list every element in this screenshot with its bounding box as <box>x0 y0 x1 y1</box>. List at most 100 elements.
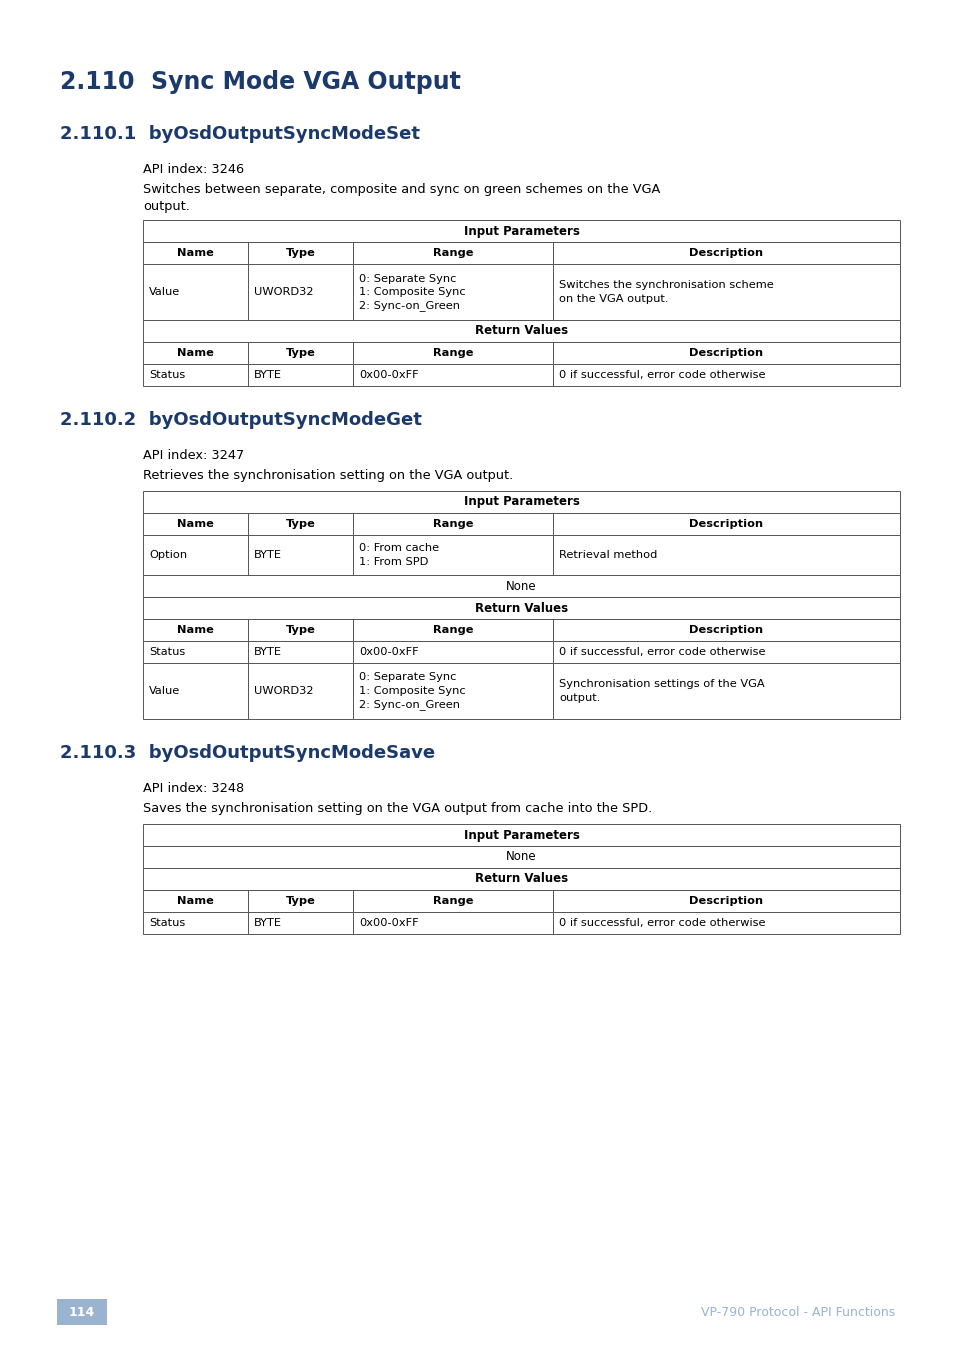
Bar <box>353 343 553 364</box>
Bar <box>553 619 899 640</box>
Text: 0 if successful, error code otherwise: 0 if successful, error code otherwise <box>558 647 764 657</box>
Text: Range: Range <box>433 896 473 906</box>
Text: on the VGA output.: on the VGA output. <box>558 294 668 303</box>
Bar <box>143 846 899 868</box>
Text: Description: Description <box>689 348 762 357</box>
Text: 1: Composite Sync: 1: Composite Sync <box>358 287 465 297</box>
Text: Value: Value <box>149 287 180 297</box>
Text: output.: output. <box>143 200 190 213</box>
Bar <box>553 343 899 364</box>
Bar <box>143 868 899 890</box>
Text: Retrieves the synchronisation setting on the VGA output.: Retrieves the synchronisation setting on… <box>143 468 513 482</box>
Bar <box>553 640 899 663</box>
Bar <box>57 1298 107 1326</box>
Text: Saves the synchronisation setting on the VGA output from cache into the SPD.: Saves the synchronisation setting on the… <box>143 802 652 815</box>
Bar <box>553 663 899 719</box>
Text: Type: Type <box>285 626 315 635</box>
Text: Retrieval method: Retrieval method <box>558 550 657 561</box>
Bar <box>143 640 248 663</box>
Text: Type: Type <box>285 248 315 259</box>
Text: Return Values: Return Values <box>475 601 567 615</box>
Bar <box>353 619 553 640</box>
Text: Range: Range <box>433 519 473 529</box>
Text: BYTE: BYTE <box>253 370 282 380</box>
Bar <box>553 913 899 934</box>
Text: Range: Range <box>433 626 473 635</box>
Text: 1: From SPD: 1: From SPD <box>358 556 428 567</box>
Text: 2.110.3  byOsdOutputSyncModeSave: 2.110.3 byOsdOutputSyncModeSave <box>60 743 435 762</box>
Bar <box>143 535 248 575</box>
Bar <box>143 264 248 320</box>
Bar <box>248 640 353 663</box>
Text: 0 if successful, error code otherwise: 0 if successful, error code otherwise <box>558 370 764 380</box>
Text: 2.110  Sync Mode VGA Output: 2.110 Sync Mode VGA Output <box>60 70 460 93</box>
Bar <box>553 242 899 264</box>
Text: Input Parameters: Input Parameters <box>463 225 578 237</box>
Text: Type: Type <box>285 348 315 357</box>
Text: API index: 3248: API index: 3248 <box>143 783 244 795</box>
Bar <box>248 663 353 719</box>
Bar <box>143 619 248 640</box>
Bar <box>248 264 353 320</box>
Text: Name: Name <box>177 348 213 357</box>
Text: None: None <box>506 850 537 864</box>
Bar <box>353 242 553 264</box>
Bar <box>248 364 353 386</box>
Bar <box>143 575 899 597</box>
Bar <box>353 513 553 535</box>
Bar <box>143 513 248 535</box>
Bar <box>143 492 899 513</box>
Bar <box>353 640 553 663</box>
Text: Input Parameters: Input Parameters <box>463 496 578 509</box>
Text: BYTE: BYTE <box>253 550 282 561</box>
Bar <box>143 663 248 719</box>
Text: 0: Separate Sync: 0: Separate Sync <box>358 673 456 682</box>
Text: Description: Description <box>689 519 762 529</box>
Text: Name: Name <box>177 626 213 635</box>
Text: API index: 3247: API index: 3247 <box>143 450 244 462</box>
Text: 0x00-0xFF: 0x00-0xFF <box>358 918 418 927</box>
Text: API index: 3246: API index: 3246 <box>143 162 244 176</box>
Bar <box>553 890 899 913</box>
Text: 0x00-0xFF: 0x00-0xFF <box>358 647 418 657</box>
Bar <box>143 320 899 343</box>
Text: output.: output. <box>558 693 599 703</box>
Bar <box>248 619 353 640</box>
Text: 0: Separate Sync: 0: Separate Sync <box>358 274 456 283</box>
Text: Status: Status <box>149 647 185 657</box>
Text: Name: Name <box>177 248 213 259</box>
Text: Name: Name <box>177 519 213 529</box>
Text: Switches the synchronisation scheme: Switches the synchronisation scheme <box>558 280 773 290</box>
Text: Input Parameters: Input Parameters <box>463 829 578 841</box>
Text: Type: Type <box>285 896 315 906</box>
Bar <box>248 513 353 535</box>
Bar <box>353 535 553 575</box>
Text: Range: Range <box>433 248 473 259</box>
Bar <box>248 913 353 934</box>
Bar <box>143 364 248 386</box>
Text: Name: Name <box>177 896 213 906</box>
Text: Switches between separate, composite and sync on green schemes on the VGA: Switches between separate, composite and… <box>143 183 659 196</box>
Bar <box>553 264 899 320</box>
Text: VP-790 Protocol - API Functions: VP-790 Protocol - API Functions <box>700 1305 894 1319</box>
Bar <box>143 242 248 264</box>
Text: 0 if successful, error code otherwise: 0 if successful, error code otherwise <box>558 918 764 927</box>
Text: 114: 114 <box>69 1305 95 1319</box>
Text: UWORD32: UWORD32 <box>253 287 314 297</box>
Text: Description: Description <box>689 896 762 906</box>
Bar <box>248 535 353 575</box>
Text: Return Values: Return Values <box>475 325 567 337</box>
Text: 2: Sync-on_Green: 2: Sync-on_Green <box>358 301 459 311</box>
Bar <box>248 242 353 264</box>
Text: Value: Value <box>149 686 180 696</box>
Text: 0: From cache: 0: From cache <box>358 543 438 554</box>
Text: BYTE: BYTE <box>253 647 282 657</box>
Bar <box>248 343 353 364</box>
Bar <box>143 825 899 846</box>
Bar <box>353 264 553 320</box>
Text: Return Values: Return Values <box>475 872 567 886</box>
Bar <box>143 597 899 619</box>
Text: 1: Composite Sync: 1: Composite Sync <box>358 686 465 696</box>
Text: 2.110.1  byOsdOutputSyncModeSet: 2.110.1 byOsdOutputSyncModeSet <box>60 125 419 144</box>
Text: 0x00-0xFF: 0x00-0xFF <box>358 370 418 380</box>
